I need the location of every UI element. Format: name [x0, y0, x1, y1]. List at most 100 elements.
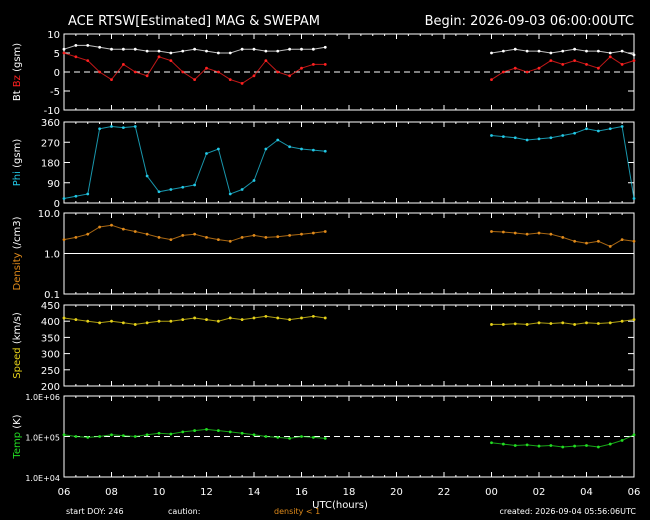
data-point [86, 44, 90, 47]
data-point [240, 431, 244, 435]
data-point [169, 188, 173, 191]
series-trace [63, 52, 635, 84]
data-point [121, 434, 125, 438]
data-point [513, 136, 517, 140]
y-tick-label: 1.0 [44, 250, 60, 261]
data-point [596, 322, 600, 325]
data-point [86, 319, 90, 323]
data-point [98, 435, 102, 438]
series-density [62, 223, 636, 248]
data-point [513, 231, 517, 235]
data-point [525, 232, 529, 236]
panel-temp: 1.0E+06 1.0E+05 1.0E+04 Temp (K) [12, 393, 636, 483]
y-tick-label: 450 [41, 301, 60, 312]
data-point [181, 49, 185, 53]
y-axis-label-part: Phi [12, 171, 23, 186]
y-axis-label: Temp (K) [12, 414, 23, 459]
data-point [216, 429, 220, 432]
x-tick-label: 20 [390, 487, 403, 498]
data-point [193, 47, 197, 51]
data-point [74, 318, 78, 321]
data-point [133, 47, 137, 51]
y-tick-label: 1.0E+06 [25, 393, 60, 402]
data-point [98, 225, 102, 229]
data-point [110, 223, 113, 227]
data-point [133, 323, 137, 326]
data-point [228, 51, 232, 55]
series-trace [63, 224, 635, 247]
data-point [145, 433, 149, 437]
data-point [121, 227, 125, 231]
panel-bt-bz: 10 5 0 -5 -10 Bt Bz (gsm) [12, 30, 636, 117]
data-point [62, 433, 66, 437]
data-point [561, 235, 565, 239]
chart-title: ACE RTSW[Estimated] MAG & SWEPAM [68, 14, 320, 29]
y-axis-label: Density (/cm3) [12, 216, 23, 290]
data-point [276, 138, 280, 142]
data-point [513, 47, 517, 51]
data-point [300, 66, 303, 70]
data-point [620, 63, 624, 66]
data-point [608, 55, 612, 59]
y-tick-label: 360 [41, 118, 60, 129]
data-point [549, 59, 553, 62]
y-tick-label: 1.0E+04 [25, 474, 60, 483]
data-point [62, 197, 66, 200]
data-point [573, 323, 577, 326]
y-tick-label: 270 [41, 138, 60, 149]
data-point [323, 45, 327, 49]
data-point [133, 435, 137, 438]
data-point [252, 316, 256, 320]
data-point [585, 241, 588, 245]
data-point [157, 319, 161, 323]
data-point [157, 431, 161, 435]
y-axis-label-part: (km/s) [12, 312, 23, 347]
y-axis-label-part: Density [12, 252, 23, 290]
data-point [169, 238, 173, 242]
data-point [98, 45, 102, 49]
data-point [62, 47, 66, 51]
data-point [264, 59, 268, 62]
data-point [549, 322, 553, 325]
data-point [573, 59, 577, 62]
data-point [74, 194, 78, 198]
data-point [620, 238, 624, 242]
data-point [133, 125, 137, 128]
data-point [300, 316, 303, 320]
data-point [585, 63, 588, 66]
data-point [157, 49, 161, 53]
data-point [121, 321, 125, 325]
panel-speed: 450 400 350 300 250 200 Speed (km/s) [12, 301, 636, 393]
data-point [549, 136, 553, 140]
data-point [181, 233, 185, 237]
y-axis-label-part: Bt [12, 90, 23, 101]
series-temp [62, 427, 636, 449]
data-point [501, 323, 505, 326]
data-point [264, 147, 268, 151]
y-tick-label: 400 [41, 317, 60, 328]
data-point [74, 235, 78, 239]
data-point [240, 82, 244, 85]
data-point [608, 442, 612, 446]
data-point [145, 321, 149, 325]
data-point [585, 444, 588, 447]
data-point [264, 435, 268, 438]
data-point [216, 51, 220, 55]
panel-frame [63, 304, 635, 387]
data-point [490, 230, 493, 233]
data-point [501, 230, 505, 234]
y-tick-label: 10 [47, 30, 60, 41]
data-point [573, 47, 577, 51]
data-point [608, 51, 612, 55]
data-point [300, 435, 303, 438]
y-axis-label-part: (K) [12, 414, 23, 432]
data-point [288, 74, 292, 78]
data-point [561, 445, 565, 449]
data-point [205, 235, 208, 239]
data-point [288, 233, 292, 237]
y-axis-label-part: (gsm) [12, 43, 23, 75]
data-point [549, 444, 553, 447]
data-point [276, 316, 280, 320]
data-point [216, 319, 220, 323]
y-axis-label: Phi (gsm) [12, 139, 23, 187]
